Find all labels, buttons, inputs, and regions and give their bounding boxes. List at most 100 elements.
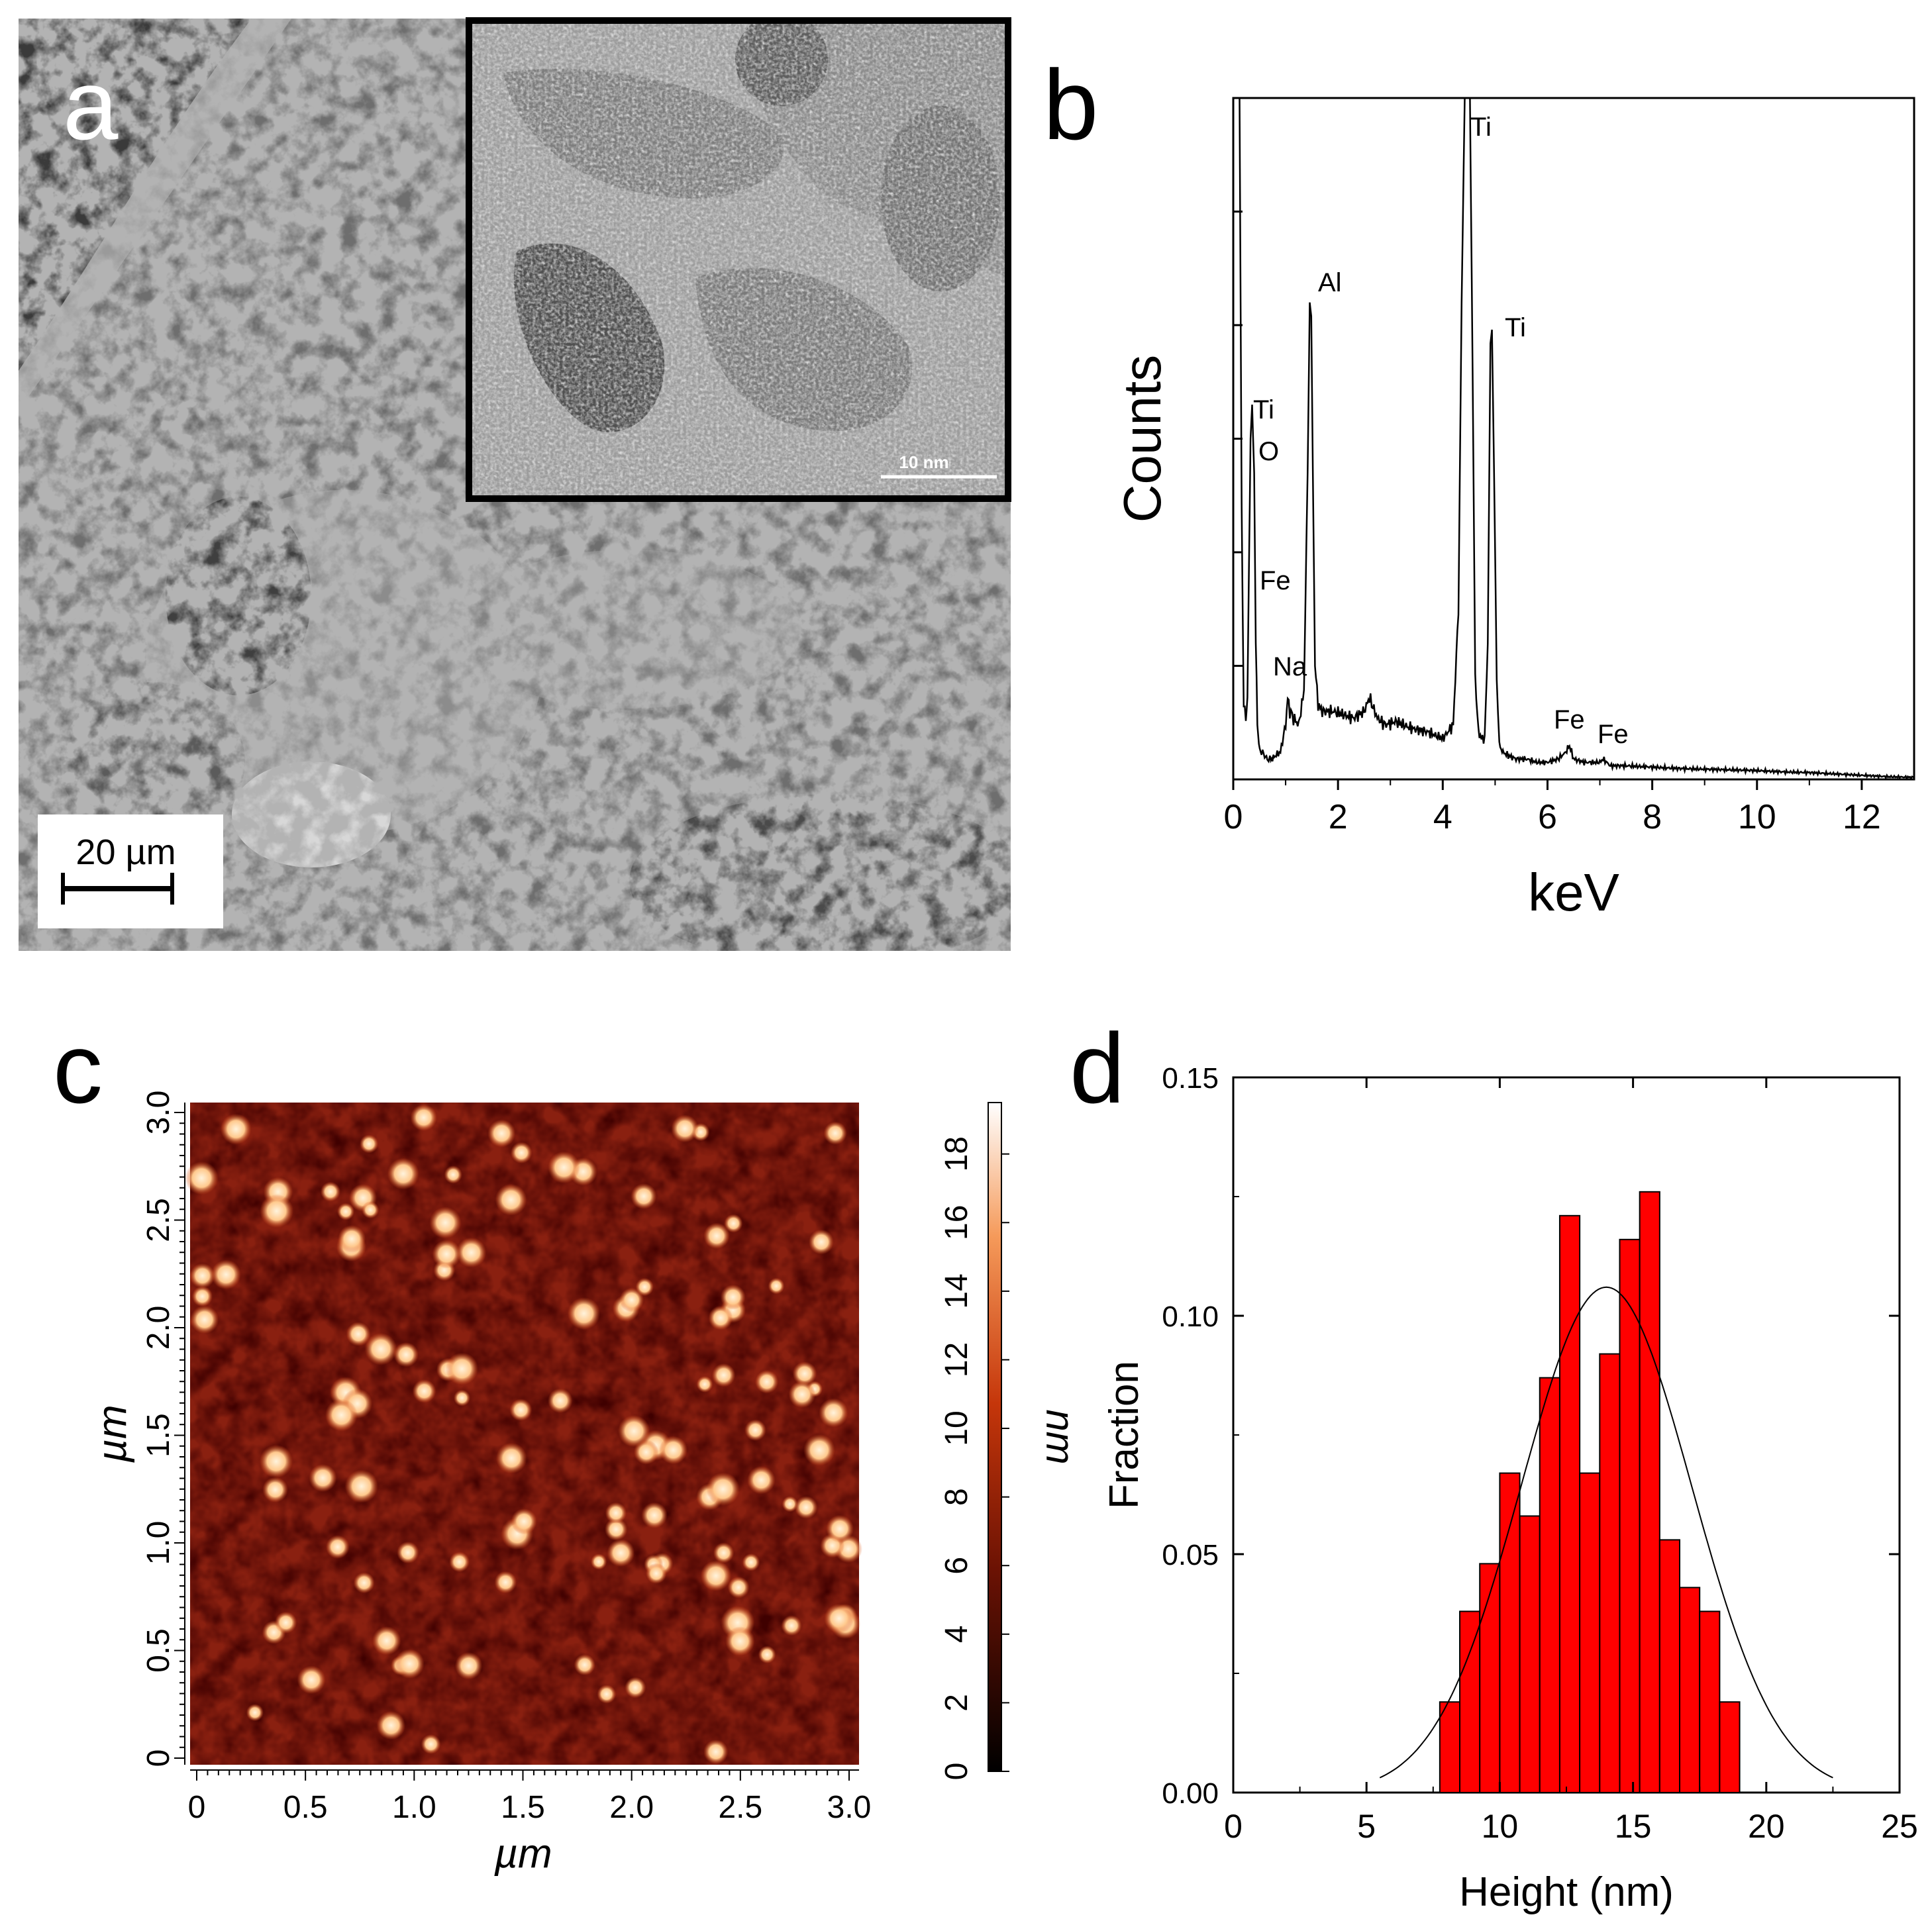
afm-particle (453, 1389, 471, 1406)
afm-particle (819, 1398, 848, 1428)
afm-particle (646, 1563, 667, 1584)
afm-particle (510, 1142, 533, 1163)
afm-particle (706, 1472, 740, 1506)
afm-particle (792, 1361, 817, 1386)
afm-particle (604, 1518, 628, 1541)
colorbar-tick-label: 14 (939, 1273, 974, 1308)
afm-particle (189, 1263, 215, 1289)
afm-particle (362, 1201, 380, 1219)
histogram-bar (1699, 1610, 1721, 1793)
afm-particle (782, 1496, 798, 1512)
y-axis-label: Fraction (1101, 1361, 1147, 1509)
panel-d: d 0 5 10 15 20 25 0.00 0.05 0.10 0.15 Height (nm) F… (1070, 1012, 1918, 1915)
afm-particle (445, 1352, 479, 1385)
histogram-bar (1579, 1472, 1601, 1794)
afm-particle (607, 1539, 635, 1567)
x-tick-label: 2.0 (609, 1790, 654, 1825)
afm-particle (336, 1203, 355, 1220)
peak-label: Fe (1598, 720, 1629, 749)
afm-particle (724, 1214, 743, 1233)
colorbar-tick-label: 12 (939, 1342, 974, 1377)
afm-particle (631, 1183, 657, 1210)
afm-particle (259, 1444, 293, 1478)
afm-particle (742, 1553, 760, 1571)
x-tick-label: 8 (1643, 798, 1662, 836)
x-axis-label: Height (nm) (1459, 1869, 1674, 1915)
x-tick-label: 1.0 (392, 1790, 436, 1825)
eds-spectrum-chart: 0 2 4 6 8 10 12 keV Counts Ti O Fe Na Al Ti Ti Fe Fe (1113, 97, 1915, 922)
colorbar-tick-label: 8 (939, 1488, 974, 1506)
x-tick-label: 12 (1843, 798, 1881, 836)
afm-particle (429, 1207, 462, 1239)
y-tick-label: 0.15 (1162, 1062, 1219, 1095)
colorbar: 0 2 4 6 8 10 12 14 16 18 nm (939, 1102, 1082, 1780)
x-tick-label: 10 (1482, 1808, 1519, 1845)
afm-particle (262, 1477, 288, 1503)
afm-particles (185, 1104, 862, 1765)
afm-particle (456, 1237, 487, 1268)
x-tick-label: 0 (188, 1790, 206, 1825)
afm-particle (346, 1322, 371, 1346)
afm-particle (747, 1465, 776, 1495)
afm-particle (393, 1342, 419, 1367)
afm-particle (794, 1496, 818, 1519)
afm-particle (511, 1508, 537, 1535)
afm-particle (364, 1332, 397, 1365)
afm-particle (823, 1121, 847, 1145)
afm-particle (191, 1286, 213, 1307)
afm-particle (397, 1541, 419, 1564)
y-axis-label: Counts (1113, 355, 1172, 522)
afm-image (185, 1103, 862, 1765)
colorbar-tick-label: 6 (939, 1557, 974, 1575)
afm-particle (274, 1611, 297, 1634)
colorbar-tick-label: 18 (939, 1136, 974, 1171)
colorbar-label: nm (1038, 1409, 1082, 1464)
afm-particle (700, 1560, 732, 1591)
peak-label: Na (1273, 652, 1307, 681)
afm-particle (605, 1502, 627, 1524)
peak-label: Al (1318, 268, 1342, 297)
panel-a: 20 µm a 10 nm (19, 17, 1011, 951)
afm-particle (703, 1222, 730, 1250)
x-tick-label: 2.5 (718, 1790, 762, 1825)
panel-c: c 0 0.5 1.0 1.5 2.0 2.5 3.0 0 0.5 1.0 1.5 2.0 2.5 3.0… (53, 1012, 1082, 1877)
afm-particle (421, 1734, 441, 1754)
x-tick-label: 20 (1748, 1808, 1785, 1845)
afm-particle (727, 1576, 750, 1599)
x-tick-label: 4 (1433, 798, 1452, 836)
afm-particle (325, 1535, 350, 1559)
y-tick-label: 2.0 (141, 1306, 176, 1350)
afm-particle (826, 1514, 854, 1543)
afm-particle (394, 1649, 425, 1679)
afm-particle (548, 1388, 573, 1413)
peak-label: Ti (1505, 313, 1526, 342)
afm-particle (788, 1381, 816, 1408)
x-axis-label: keV (1528, 863, 1619, 922)
afm-particle (708, 1305, 733, 1330)
y-tick-label: 2.5 (141, 1198, 176, 1242)
histogram-bar (1679, 1587, 1701, 1793)
afm-particle (703, 1739, 729, 1765)
colorbar-tick-label: 2 (939, 1694, 974, 1712)
panel-letter-a: a (63, 49, 119, 160)
afm-particle (768, 1277, 785, 1295)
afm-particle (185, 1161, 219, 1195)
afm-particle (641, 1502, 668, 1528)
y-tick-label: 0.05 (1162, 1539, 1219, 1571)
peak-label: Ti (1470, 113, 1492, 142)
afm-particle (808, 1229, 834, 1255)
afm-particle (713, 1542, 735, 1563)
tem-inset: 10 nm (466, 17, 1011, 502)
histogram-bar (1558, 1214, 1581, 1794)
y-tick-label: 1.0 (141, 1521, 176, 1565)
panel-letter-b: b (1043, 49, 1098, 160)
histogram-bar (1619, 1238, 1641, 1794)
histogram-bar (1439, 1701, 1461, 1793)
colorbar-tick-label: 16 (939, 1205, 974, 1240)
afm-particle (360, 1134, 379, 1154)
afm-particle (297, 1665, 326, 1695)
colorbar-ticks: 0 2 4 6 8 10 12 14 16 18 (939, 1136, 1009, 1780)
afm-particle (487, 1119, 516, 1148)
x-tick-label: 0 (1224, 798, 1243, 836)
